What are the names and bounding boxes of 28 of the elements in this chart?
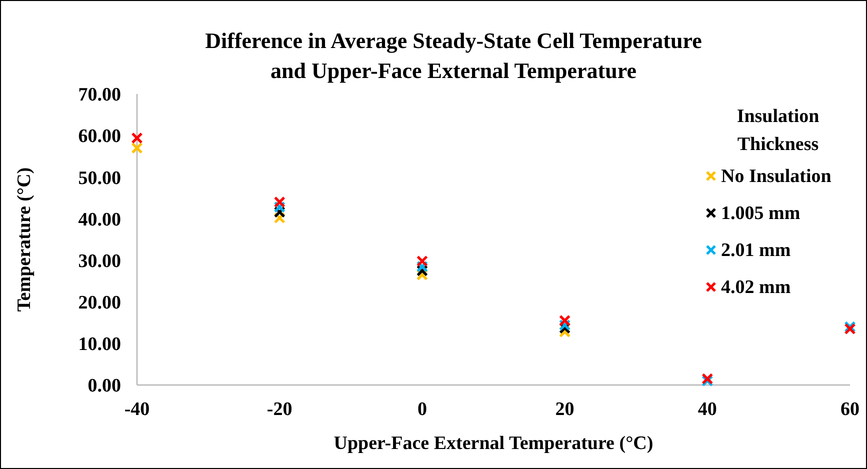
y-tick-label: 50.00 <box>78 168 121 189</box>
y-tick-label: 40.00 <box>78 209 121 230</box>
y-tick-label: 30.00 <box>78 250 121 272</box>
y-tick-label: 20.00 <box>78 292 121 314</box>
legend-label: No Insulation <box>721 166 832 187</box>
chart-title: Difference in Average Steady-State Cell Temperature and Upper-Face External Temperature <box>205 28 702 83</box>
legend-label: 4.02 mm <box>721 277 791 298</box>
y-tick-label: 0.00 <box>88 376 121 397</box>
x-tick-label: 60 <box>840 399 860 420</box>
point <box>559 314 571 326</box>
legend-title: Insulation Thickness <box>736 106 820 155</box>
y-tick-label: 10.00 <box>78 334 121 356</box>
x-tick-label: 20 <box>555 399 574 420</box>
x-tick-label: 0 <box>417 399 427 420</box>
y-tick-label: 70.00 <box>78 84 121 106</box>
legend-label: 1.005 mm <box>721 203 800 224</box>
point <box>131 142 143 154</box>
y-axis-title: Temperature (°C) <box>14 167 35 312</box>
point <box>702 372 714 385</box>
legend-label: 2.01 mm <box>721 240 791 261</box>
x-tick-label: -40 <box>124 399 150 420</box>
point <box>274 196 286 208</box>
point <box>416 255 428 267</box>
x-tick-label: 40 <box>698 399 717 420</box>
point <box>131 132 143 144</box>
y-tick-label: 60.00 <box>78 126 121 148</box>
x-axis-title: Upper-Face External Temperature (°C) <box>334 433 654 454</box>
x-tick-label: -20 <box>266 399 292 420</box>
